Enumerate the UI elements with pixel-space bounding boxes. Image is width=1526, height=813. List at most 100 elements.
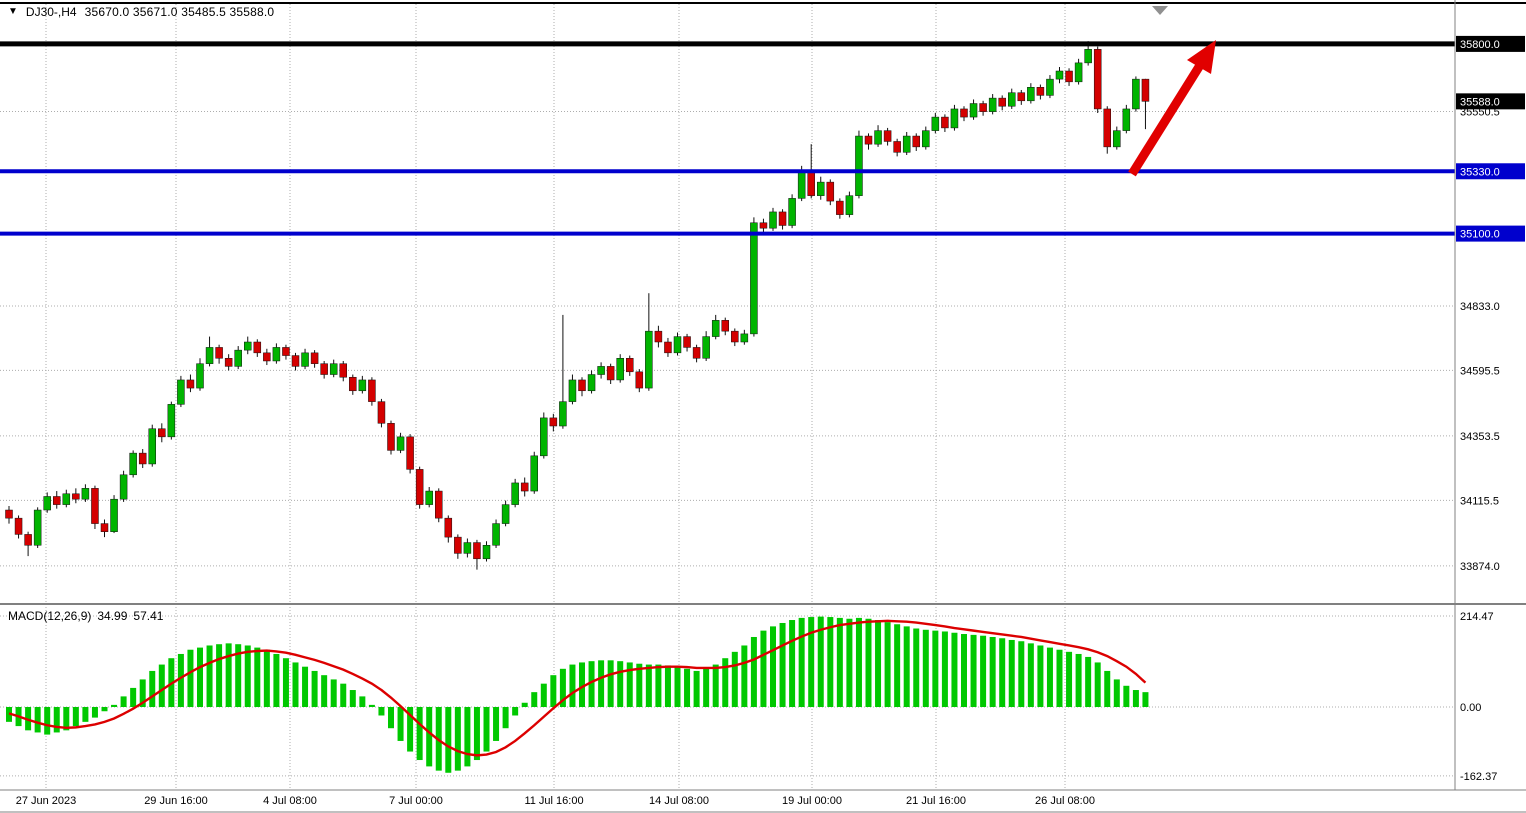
- macd-histogram-bar: [1008, 639, 1015, 707]
- macd-histogram-bar: [932, 630, 939, 707]
- macd-histogram-bar: [397, 707, 404, 741]
- macd-histogram-bar: [779, 622, 786, 707]
- macd-histogram-bar: [101, 707, 108, 712]
- macd-histogram-bar: [206, 645, 213, 707]
- candle-up: [129, 452, 137, 476]
- candle-up: [702, 336, 710, 359]
- candle-down: [731, 330, 739, 343]
- candle-down: [960, 108, 968, 118]
- candle-up: [110, 498, 118, 532]
- candle-up: [988, 97, 997, 112]
- y-axis-label: 35550.5: [1460, 107, 1500, 119]
- macd-histogram-bar: [321, 675, 328, 707]
- macd-histogram-bar: [521, 702, 528, 707]
- macd-histogram-bar: [1037, 645, 1044, 707]
- macd-histogram-bar: [1046, 647, 1053, 707]
- macd-histogram-bar: [368, 704, 375, 707]
- macd-histogram-bar: [302, 666, 309, 707]
- macd-histogram-bar: [292, 662, 299, 707]
- x-axis-label: 14 Jul 08:00: [649, 795, 709, 807]
- candle-up: [969, 103, 978, 118]
- macd-histogram-bar: [187, 649, 194, 707]
- macd-histogram-bar: [703, 668, 710, 707]
- candle-up: [358, 379, 367, 392]
- candle-down: [72, 493, 80, 500]
- macd-histogram-bar: [1123, 685, 1130, 707]
- macd-histogram-bar: [1104, 670, 1111, 707]
- resistance-line-35800-badge-label: 35800.0: [1460, 39, 1500, 51]
- chart-header: ▼ DJ30-,H4 35670.0 35671.0 35485.5 35588…: [8, 5, 274, 19]
- macd-histogram-bar: [263, 649, 270, 707]
- candle-up: [301, 352, 309, 367]
- candle-down: [14, 517, 23, 535]
- candle-up: [501, 504, 510, 524]
- candle-up: [81, 488, 90, 500]
- candle-down: [893, 141, 901, 153]
- macd-histogram-bar: [531, 692, 538, 707]
- macd-histogram-bar: [750, 636, 757, 707]
- trend-arrow-shaft[interactable]: [1128, 59, 1206, 177]
- macd-histogram-bar: [836, 617, 843, 707]
- macd-histogram-bar: [684, 668, 691, 707]
- candle-down: [883, 130, 892, 142]
- candle-down: [1093, 49, 1102, 110]
- macd-histogram-bar: [569, 664, 576, 707]
- candle-down: [444, 517, 453, 538]
- macd-histogram-bar: [1132, 690, 1139, 707]
- x-axis-label: 11 Jul 16:00: [524, 795, 583, 807]
- macd-histogram-bar: [483, 707, 490, 752]
- candle-up: [33, 509, 42, 546]
- macd-scale-label: -162.37: [1460, 771, 1497, 783]
- candle-down: [578, 379, 586, 392]
- candle-down: [24, 534, 32, 546]
- macd-scale-label: 214.47: [1460, 611, 1494, 623]
- macd-histogram-bar: [559, 668, 566, 707]
- candle-up: [1008, 92, 1016, 107]
- candle-down: [435, 490, 443, 519]
- ohlc-values: 35670.0 35671.0 35485.5 35588.0: [84, 5, 275, 19]
- support-line-35100-badge-label: 35100.0: [1460, 229, 1500, 241]
- chart-window-icon[interactable]: ▼: [8, 6, 18, 17]
- candle-down: [1036, 87, 1045, 96]
- candle-down: [224, 358, 233, 367]
- macd-histogram-bar: [579, 662, 585, 707]
- macd-histogram-bar: [473, 707, 480, 761]
- macd-histogram-bar: [798, 617, 805, 707]
- candle-down: [979, 103, 987, 112]
- candle-up: [244, 341, 252, 351]
- macd-histogram-bar: [626, 662, 633, 707]
- macd-histogram-bar: [454, 707, 461, 771]
- candle-up: [167, 404, 176, 438]
- candle-up: [645, 330, 653, 389]
- macd-histogram-bar: [951, 632, 958, 707]
- candle-down: [778, 211, 787, 226]
- macd-histogram-bar: [970, 634, 977, 707]
- candle-down: [864, 135, 873, 145]
- x-axis-label: 4 Jul 08:00: [263, 795, 317, 807]
- candle-down: [692, 347, 701, 359]
- macd-indicator-header: MACD(12,26,9) 34.99 57.41: [8, 609, 163, 623]
- candle-down: [100, 523, 109, 532]
- scroll-position-marker-icon[interactable]: [1152, 6, 1168, 15]
- candle-down: [138, 452, 147, 465]
- candle-up: [1132, 78, 1140, 110]
- macd-histogram-bar: [865, 618, 872, 707]
- macd-histogram-bar: [493, 707, 500, 741]
- candle-up: [769, 211, 777, 229]
- candle-up: [196, 363, 204, 389]
- candle-down: [186, 379, 195, 389]
- macd-histogram-bar: [540, 683, 547, 707]
- candle-up: [750, 222, 758, 335]
- candle-up: [874, 130, 882, 145]
- macd-indicator-label: MACD(12,26,9): [8, 609, 92, 623]
- trend-arrow-head-icon[interactable]: [1187, 40, 1216, 74]
- macd-histogram-bar: [1018, 641, 1025, 707]
- macd-histogram-bar: [311, 670, 318, 707]
- candle-up: [1122, 108, 1131, 131]
- candle-down: [807, 171, 815, 196]
- candle-down: [406, 436, 414, 470]
- candle-up: [797, 171, 806, 199]
- macd-histogram-bar: [158, 664, 165, 707]
